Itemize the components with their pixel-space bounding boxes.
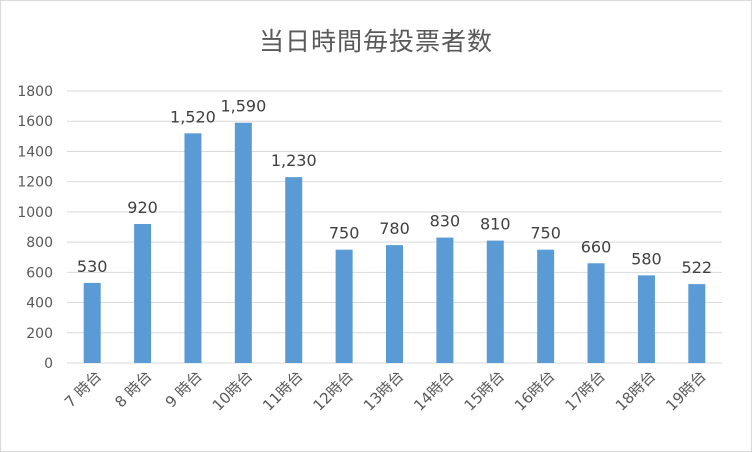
- data-label: 1,590: [220, 97, 266, 116]
- data-label: 530: [77, 257, 108, 276]
- bar: [184, 133, 202, 363]
- x-tick-label: 8 時台: [111, 367, 155, 411]
- y-axis-ticks: 0 200 400 600 800 1000 1200 1400 1600 1800: [17, 84, 53, 372]
- bar: [134, 223, 152, 363]
- x-tick-label: 10時台: [209, 367, 256, 414]
- y-tick-label: 0: [44, 356, 53, 372]
- chart-title: 当日時間毎投票者数: [258, 27, 493, 56]
- x-tick-label: 17時台: [561, 367, 608, 414]
- x-tick-label: 7 時台: [61, 367, 105, 411]
- data-label: 522: [682, 258, 713, 277]
- x-tick-label: 14時台: [410, 367, 457, 414]
- data-label: 780: [379, 219, 410, 238]
- bar: [486, 240, 504, 363]
- x-tick-label: 19時台: [662, 367, 709, 414]
- bar: [637, 275, 655, 363]
- y-tick-label: 1600: [17, 114, 53, 130]
- x-tick-label: 9 時台: [162, 367, 206, 411]
- data-label: 750: [530, 224, 561, 243]
- data-label: 1,230: [271, 151, 317, 170]
- data-label: 750: [329, 224, 360, 243]
- bars: [83, 122, 706, 363]
- bar: [537, 249, 555, 363]
- bar: [688, 284, 706, 363]
- y-tick-label: 1800: [17, 84, 53, 100]
- y-tick-label: 600: [26, 265, 53, 281]
- bar: [386, 245, 403, 363]
- y-tick-label: 1200: [17, 175, 53, 191]
- bar: [285, 177, 303, 363]
- y-tick-label: 1400: [17, 144, 53, 160]
- x-tick-label: 16時台: [511, 367, 558, 414]
- bar: [83, 282, 101, 363]
- x-tick-label: 11時台: [259, 367, 306, 414]
- bar: [234, 122, 252, 363]
- y-tick-label: 400: [26, 296, 53, 312]
- x-tick-label: 13時台: [360, 367, 407, 414]
- x-tick-label: 12時台: [310, 367, 357, 414]
- data-label: 920: [127, 198, 158, 217]
- data-label: 1,520: [170, 107, 216, 126]
- data-label: 660: [581, 237, 612, 256]
- y-tick-label: 800: [26, 235, 53, 251]
- bar: [436, 237, 454, 363]
- x-axis-ticks: 7 時台 8 時台 9 時台 10時台 11時台 12時台 13時台 14時台 15時台 16時台…: [61, 367, 710, 414]
- y-tick-label: 200: [26, 326, 53, 342]
- y-tick-label: 1000: [17, 205, 53, 221]
- data-label: 810: [480, 215, 511, 234]
- bar: [587, 263, 605, 363]
- bar: [335, 249, 353, 363]
- x-tick-label: 18時台: [612, 367, 659, 414]
- data-label: 830: [430, 212, 461, 231]
- data-label: 580: [631, 249, 662, 268]
- x-tick-label: 15時台: [461, 367, 508, 414]
